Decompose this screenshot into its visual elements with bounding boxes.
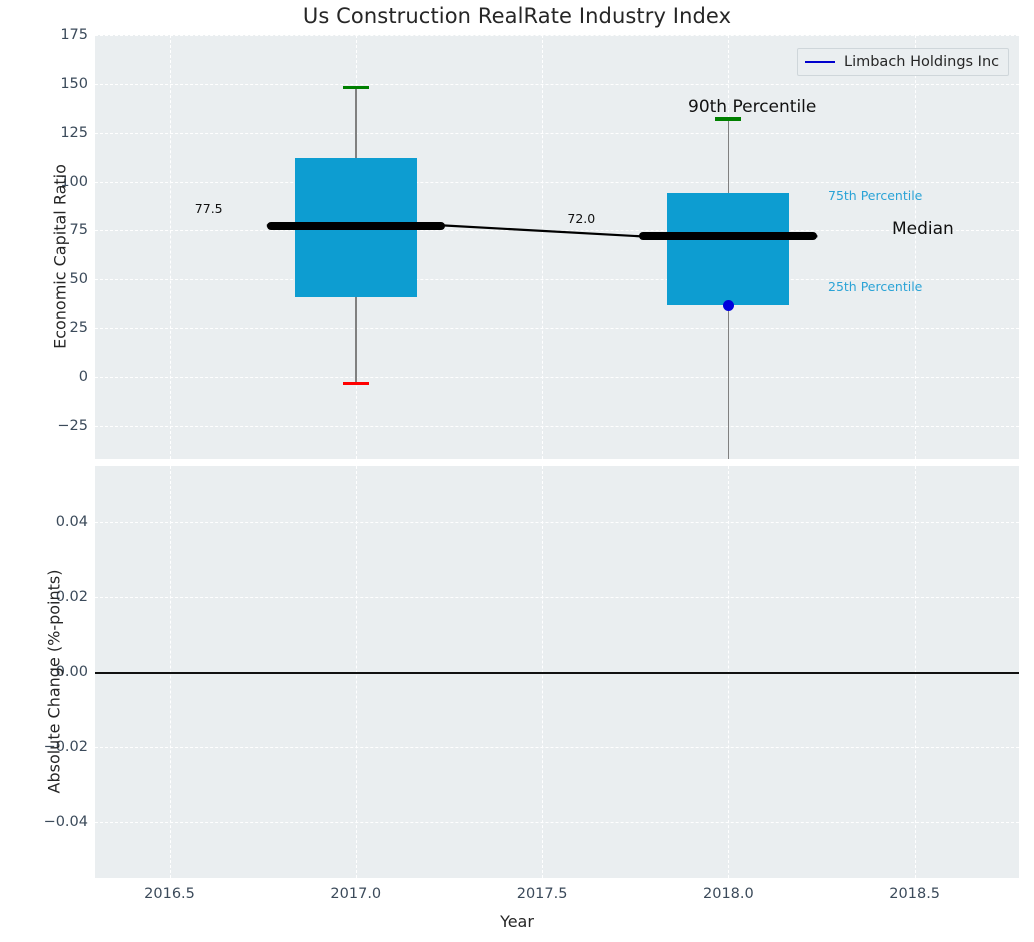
x-axis-tick-label: 2018.5 (870, 886, 960, 902)
legend[interactable]: Limbach Holdings Inc (797, 48, 1009, 76)
y-axis-label-bottom: Absolute Change (%-points) (45, 472, 64, 892)
gridline-vertical (915, 35, 916, 459)
gridline-horizontal (95, 377, 1019, 378)
median-bar (639, 232, 817, 240)
gridline-horizontal (95, 426, 1019, 427)
boxplot-box (667, 193, 789, 304)
gridline-horizontal (95, 597, 1019, 598)
gridline-horizontal (95, 35, 1019, 36)
x-axis-tick-label: 2016.5 (125, 886, 215, 902)
chart-title: Us Construction RealRate Industry Index (0, 4, 1034, 28)
gridline-horizontal (95, 822, 1019, 823)
x-axis-tick-label: 2018.0 (683, 886, 773, 902)
whisker-cap-high (343, 86, 369, 89)
gridline-horizontal (95, 328, 1019, 329)
median-bar (267, 222, 445, 230)
x-axis-label: Year (0, 912, 1034, 931)
y-axis-label-top: Economic Capital Ratio (51, 47, 70, 467)
panel-absolute-change (95, 466, 1019, 878)
annotation-p25: 25th Percentile (828, 279, 922, 294)
x-axis-tick-label: 2017.5 (497, 886, 587, 902)
gridline-vertical (170, 35, 171, 459)
annotation-p75: 75th Percentile (828, 188, 922, 203)
median-value-label: 77.5 (195, 201, 223, 216)
annotation-p90: 90th Percentile (688, 97, 816, 117)
chart-figure: Us Construction RealRate Industry Index … (0, 0, 1034, 942)
gridline-horizontal (95, 230, 1019, 231)
gridline-horizontal (95, 747, 1019, 748)
x-axis-tick-label: 2017.0 (311, 886, 401, 902)
zero-reference-line (95, 672, 1019, 674)
median-value-label: 72.0 (567, 211, 595, 226)
legend-label: Limbach Holdings Inc (844, 54, 999, 70)
panel-economic-capital-ratio: 77.5 72.0 90th Percentile 75th Percentile M… (95, 35, 1019, 459)
whisker-cap-low (343, 382, 369, 385)
gridline-horizontal (95, 522, 1019, 523)
company-value-marker (723, 300, 734, 311)
gridline-horizontal (95, 133, 1019, 134)
whisker-cap-high (715, 117, 741, 120)
legend-swatch-limbach-holdings-inc (805, 61, 835, 63)
median-trend-line (95, 35, 1019, 459)
annotation-median: Median (892, 219, 954, 239)
gridline-horizontal (95, 84, 1019, 85)
gridline-vertical (542, 35, 543, 459)
x-axis-ticks: 2016.5 2017.0 2017.5 2018.0 2018.5 (0, 886, 1034, 910)
gridline-horizontal (95, 182, 1019, 183)
